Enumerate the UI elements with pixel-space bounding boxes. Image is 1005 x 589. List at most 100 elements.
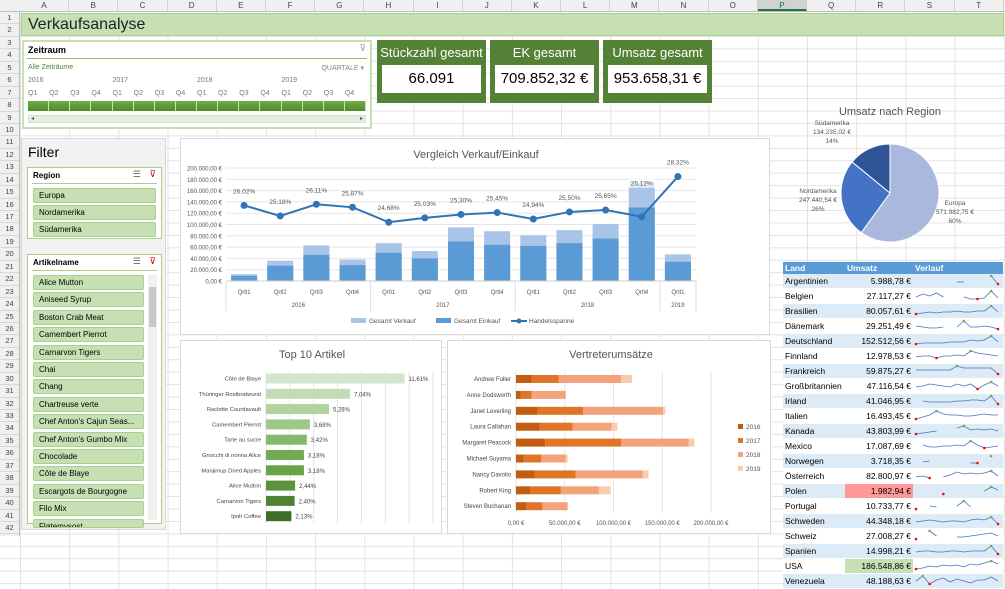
- artikel-item[interactable]: Chartreuse verte: [33, 396, 144, 412]
- timeline-segment[interactable]: [133, 101, 155, 111]
- country-revenue[interactable]: 14.998,21 €: [845, 543, 913, 559]
- row-header[interactable]: 8: [0, 99, 19, 112]
- artikel-item[interactable]: Escargots de Bourgogne: [33, 483, 144, 499]
- country-revenue[interactable]: 44.348,18 €: [845, 513, 913, 529]
- country-name[interactable]: Österreich: [783, 468, 845, 484]
- slicer-scrollbar[interactable]: [148, 275, 157, 520]
- region-pie-chart[interactable]: Umsatz nach Region Europa 571.982,75 € 60% N…: [780, 95, 1005, 250]
- row-header[interactable]: 36: [0, 447, 19, 460]
- row-header[interactable]: 30: [0, 373, 19, 386]
- country-name[interactable]: Venezuela: [783, 573, 845, 589]
- column-header-Q[interactable]: Q: [807, 0, 857, 11]
- timeline-scrollbar[interactable]: ◂ ▸: [28, 115, 366, 123]
- country-revenue[interactable]: 48.188,63 €: [845, 573, 913, 589]
- timeline-segment[interactable]: [49, 101, 71, 111]
- column-header-O[interactable]: O: [709, 0, 758, 11]
- row-header[interactable]: 18: [0, 223, 19, 236]
- row-header[interactable]: 41: [0, 510, 19, 522]
- country-revenue[interactable]: 27.117,27 €: [845, 288, 913, 304]
- timeline-segment[interactable]: [28, 101, 50, 111]
- column-header-F[interactable]: F: [266, 0, 316, 11]
- sales-rep-chart[interactable]: Vertreterumsätze 0,00 € 50.000,00 € 100.000…: [447, 340, 771, 534]
- multi-select-icon[interactable]: ☰: [132, 169, 141, 179]
- timeline-segment[interactable]: [302, 101, 324, 111]
- column-header-R[interactable]: R: [856, 0, 906, 11]
- country-name[interactable]: Finnland: [783, 348, 845, 364]
- artikel-item[interactable]: Camembert Pierrot: [33, 327, 144, 343]
- country-revenue[interactable]: 59.875,27 €: [845, 363, 913, 379]
- column-header-S[interactable]: S: [905, 0, 955, 11]
- country-name[interactable]: Argentinien: [783, 274, 845, 289]
- multi-select-icon[interactable]: ☰: [132, 256, 141, 266]
- timeline-segment[interactable]: [344, 101, 366, 111]
- column-header-P[interactable]: P: [757, 0, 807, 11]
- timeline-segment[interactable]: [323, 101, 345, 111]
- column-header-N[interactable]: N: [659, 0, 709, 11]
- timeline-segment[interactable]: [197, 101, 219, 111]
- top10-chart[interactable]: Top 10 Artikel Côte de Blaye 11,61% Thüring…: [180, 340, 442, 534]
- row-header[interactable]: 39: [0, 485, 19, 498]
- timeline-segment[interactable]: [154, 101, 176, 111]
- country-revenue[interactable]: 82.800,97 €: [845, 468, 913, 484]
- row-header[interactable]: 7: [0, 87, 19, 100]
- row-header[interactable]: 20: [0, 248, 19, 261]
- country-revenue[interactable]: 186.548,86 €: [845, 558, 913, 574]
- country-name[interactable]: USA: [783, 558, 845, 574]
- row-header[interactable]: 12: [0, 149, 19, 162]
- clear-filter-icon[interactable]: ⊽: [359, 43, 366, 53]
- country-name[interactable]: Portugal: [783, 498, 845, 514]
- country-revenue[interactable]: 27.008,27 €: [845, 528, 913, 544]
- country-revenue[interactable]: 10.733,77 €: [845, 498, 913, 514]
- region-item[interactable]: Europa: [33, 188, 156, 203]
- country-revenue[interactable]: 12.978,53 €: [845, 348, 913, 364]
- artikel-item[interactable]: Côte de Blaye: [33, 466, 144, 482]
- row-header[interactable]: 33: [0, 410, 19, 423]
- country-name[interactable]: Norwegen: [783, 453, 845, 469]
- artikel-item[interactable]: Carnarvon Tigers: [33, 344, 144, 360]
- row-header[interactable]: 29: [0, 360, 19, 373]
- country-revenue[interactable]: 29.251,49 €: [845, 318, 913, 334]
- row-header[interactable]: 35: [0, 435, 19, 448]
- artikel-item[interactable]: Aniseed Syrup: [33, 292, 144, 308]
- timeline-segment[interactable]: [239, 101, 261, 111]
- country-name[interactable]: Großbritannien: [783, 378, 845, 394]
- row-header[interactable]: 28: [0, 348, 19, 361]
- column-header-E[interactable]: E: [217, 0, 266, 11]
- country-name[interactable]: Spanien: [783, 543, 845, 559]
- row-header[interactable]: 1: [0, 12, 19, 25]
- row-header[interactable]: 21: [0, 261, 19, 274]
- country-revenue[interactable]: 47.116,54 €: [845, 378, 913, 394]
- row-header[interactable]: 24: [0, 298, 19, 311]
- row-header[interactable]: 5: [0, 62, 19, 75]
- row-header[interactable]: 26: [0, 323, 19, 336]
- timeline-segment[interactable]: [260, 101, 282, 111]
- timeline-bar[interactable]: [28, 101, 366, 111]
- country-revenue[interactable]: 152.512,56 €: [845, 333, 913, 349]
- country-revenue[interactable]: 43.803,99 €: [845, 423, 913, 439]
- country-revenue[interactable]: 80.057,61 €: [845, 303, 913, 319]
- artikel-item[interactable]: Chef Anton's Gumbo Mix: [33, 431, 144, 447]
- country-name[interactable]: Frankreich: [783, 363, 845, 379]
- region-item[interactable]: Südamerika: [33, 222, 156, 237]
- country-name[interactable]: Schweden: [783, 513, 845, 529]
- timeline-segment[interactable]: [281, 101, 303, 111]
- row-header[interactable]: 2: [0, 24, 19, 37]
- row-header[interactable]: 23: [0, 286, 19, 299]
- timeline-segment[interactable]: [91, 101, 113, 111]
- scroll-left-icon[interactable]: ◂: [31, 116, 35, 122]
- artikel-item[interactable]: Chocolade: [33, 449, 144, 464]
- timeline-segment[interactable]: [175, 101, 197, 111]
- row-header[interactable]: 40: [0, 497, 19, 510]
- column-header-C[interactable]: C: [118, 0, 168, 11]
- country-name[interactable]: Deutschland: [783, 333, 845, 349]
- row-header[interactable]: 25: [0, 311, 19, 323]
- country-name[interactable]: Dänemark: [783, 318, 845, 334]
- country-name[interactable]: Mexico: [783, 438, 845, 454]
- timeline-segment[interactable]: [218, 101, 240, 111]
- column-header-B[interactable]: B: [69, 0, 119, 11]
- country-name[interactable]: Irland: [783, 393, 845, 409]
- row-header[interactable]: 31: [0, 385, 19, 398]
- row-header[interactable]: 17: [0, 211, 19, 224]
- row-header[interactable]: 38: [0, 472, 19, 485]
- row-header[interactable]: 14: [0, 174, 19, 187]
